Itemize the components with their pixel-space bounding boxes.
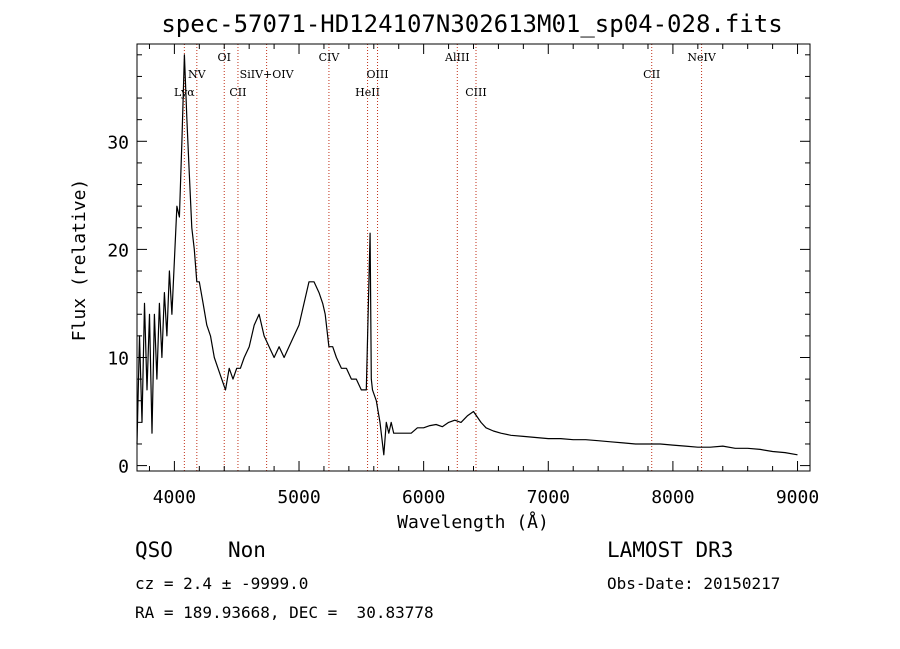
line-label-9: CIII	[465, 86, 486, 99]
y-tick-label: 0	[118, 457, 129, 478]
x-tick-label: 4000	[153, 487, 196, 508]
spectrum-series	[136, 54, 798, 456]
x-tick-label: 5000	[277, 487, 320, 508]
y-tick-label: 20	[107, 240, 129, 261]
line-label-6: HeII	[355, 86, 380, 99]
line-label-0: Lyα	[174, 86, 195, 99]
y-axis-ticks: 0 10 20 30	[107, 54, 810, 478]
x-axis-label: Wavelength (Å)	[397, 511, 549, 533]
line-label-11: NeIV	[687, 51, 716, 64]
x-tick-label: 6000	[402, 487, 445, 508]
line-label-2: OI	[218, 51, 231, 64]
survey-label: LAMOST DR3	[607, 538, 734, 562]
spectrum-line	[136, 54, 798, 456]
object-class: QSO	[135, 538, 173, 562]
y-tick-label: 10	[107, 348, 129, 369]
coordinates-readout: RA = 189.93668, DEC = 30.83778	[135, 603, 434, 622]
x-tick-label: 8000	[651, 487, 694, 508]
line-label-1: NV	[188, 68, 207, 81]
chart-title: spec-57071-HD124107N302613M01_sp04-028.f…	[161, 10, 782, 38]
line-label-10: CII	[643, 68, 660, 81]
x-axis-ticks: 4000 5000 6000 7000 8000 9000	[148, 44, 819, 508]
emission-line-markers: Lyα NV OI CII SiIV+OIV CIV HeII OIII AlIII CIII CI…	[174, 44, 717, 471]
y-axis-label: Flux (relative)	[69, 179, 90, 342]
redshift-readout: cz = 2.4 ± -9999.0	[135, 574, 309, 593]
line-label-5: CIV	[319, 51, 341, 64]
obs-date: Obs-Date: 20150217	[607, 574, 781, 593]
x-tick-label: 7000	[527, 487, 570, 508]
x-tick-label: 9000	[776, 487, 819, 508]
line-label-3: CII	[229, 86, 246, 99]
object-subclass: Non	[228, 538, 266, 562]
line-label-8: AlIII	[444, 51, 470, 64]
line-label-7: OIII	[367, 68, 389, 81]
line-label-4: SiIV+OIV	[240, 68, 295, 81]
y-tick-label: 30	[107, 132, 129, 153]
